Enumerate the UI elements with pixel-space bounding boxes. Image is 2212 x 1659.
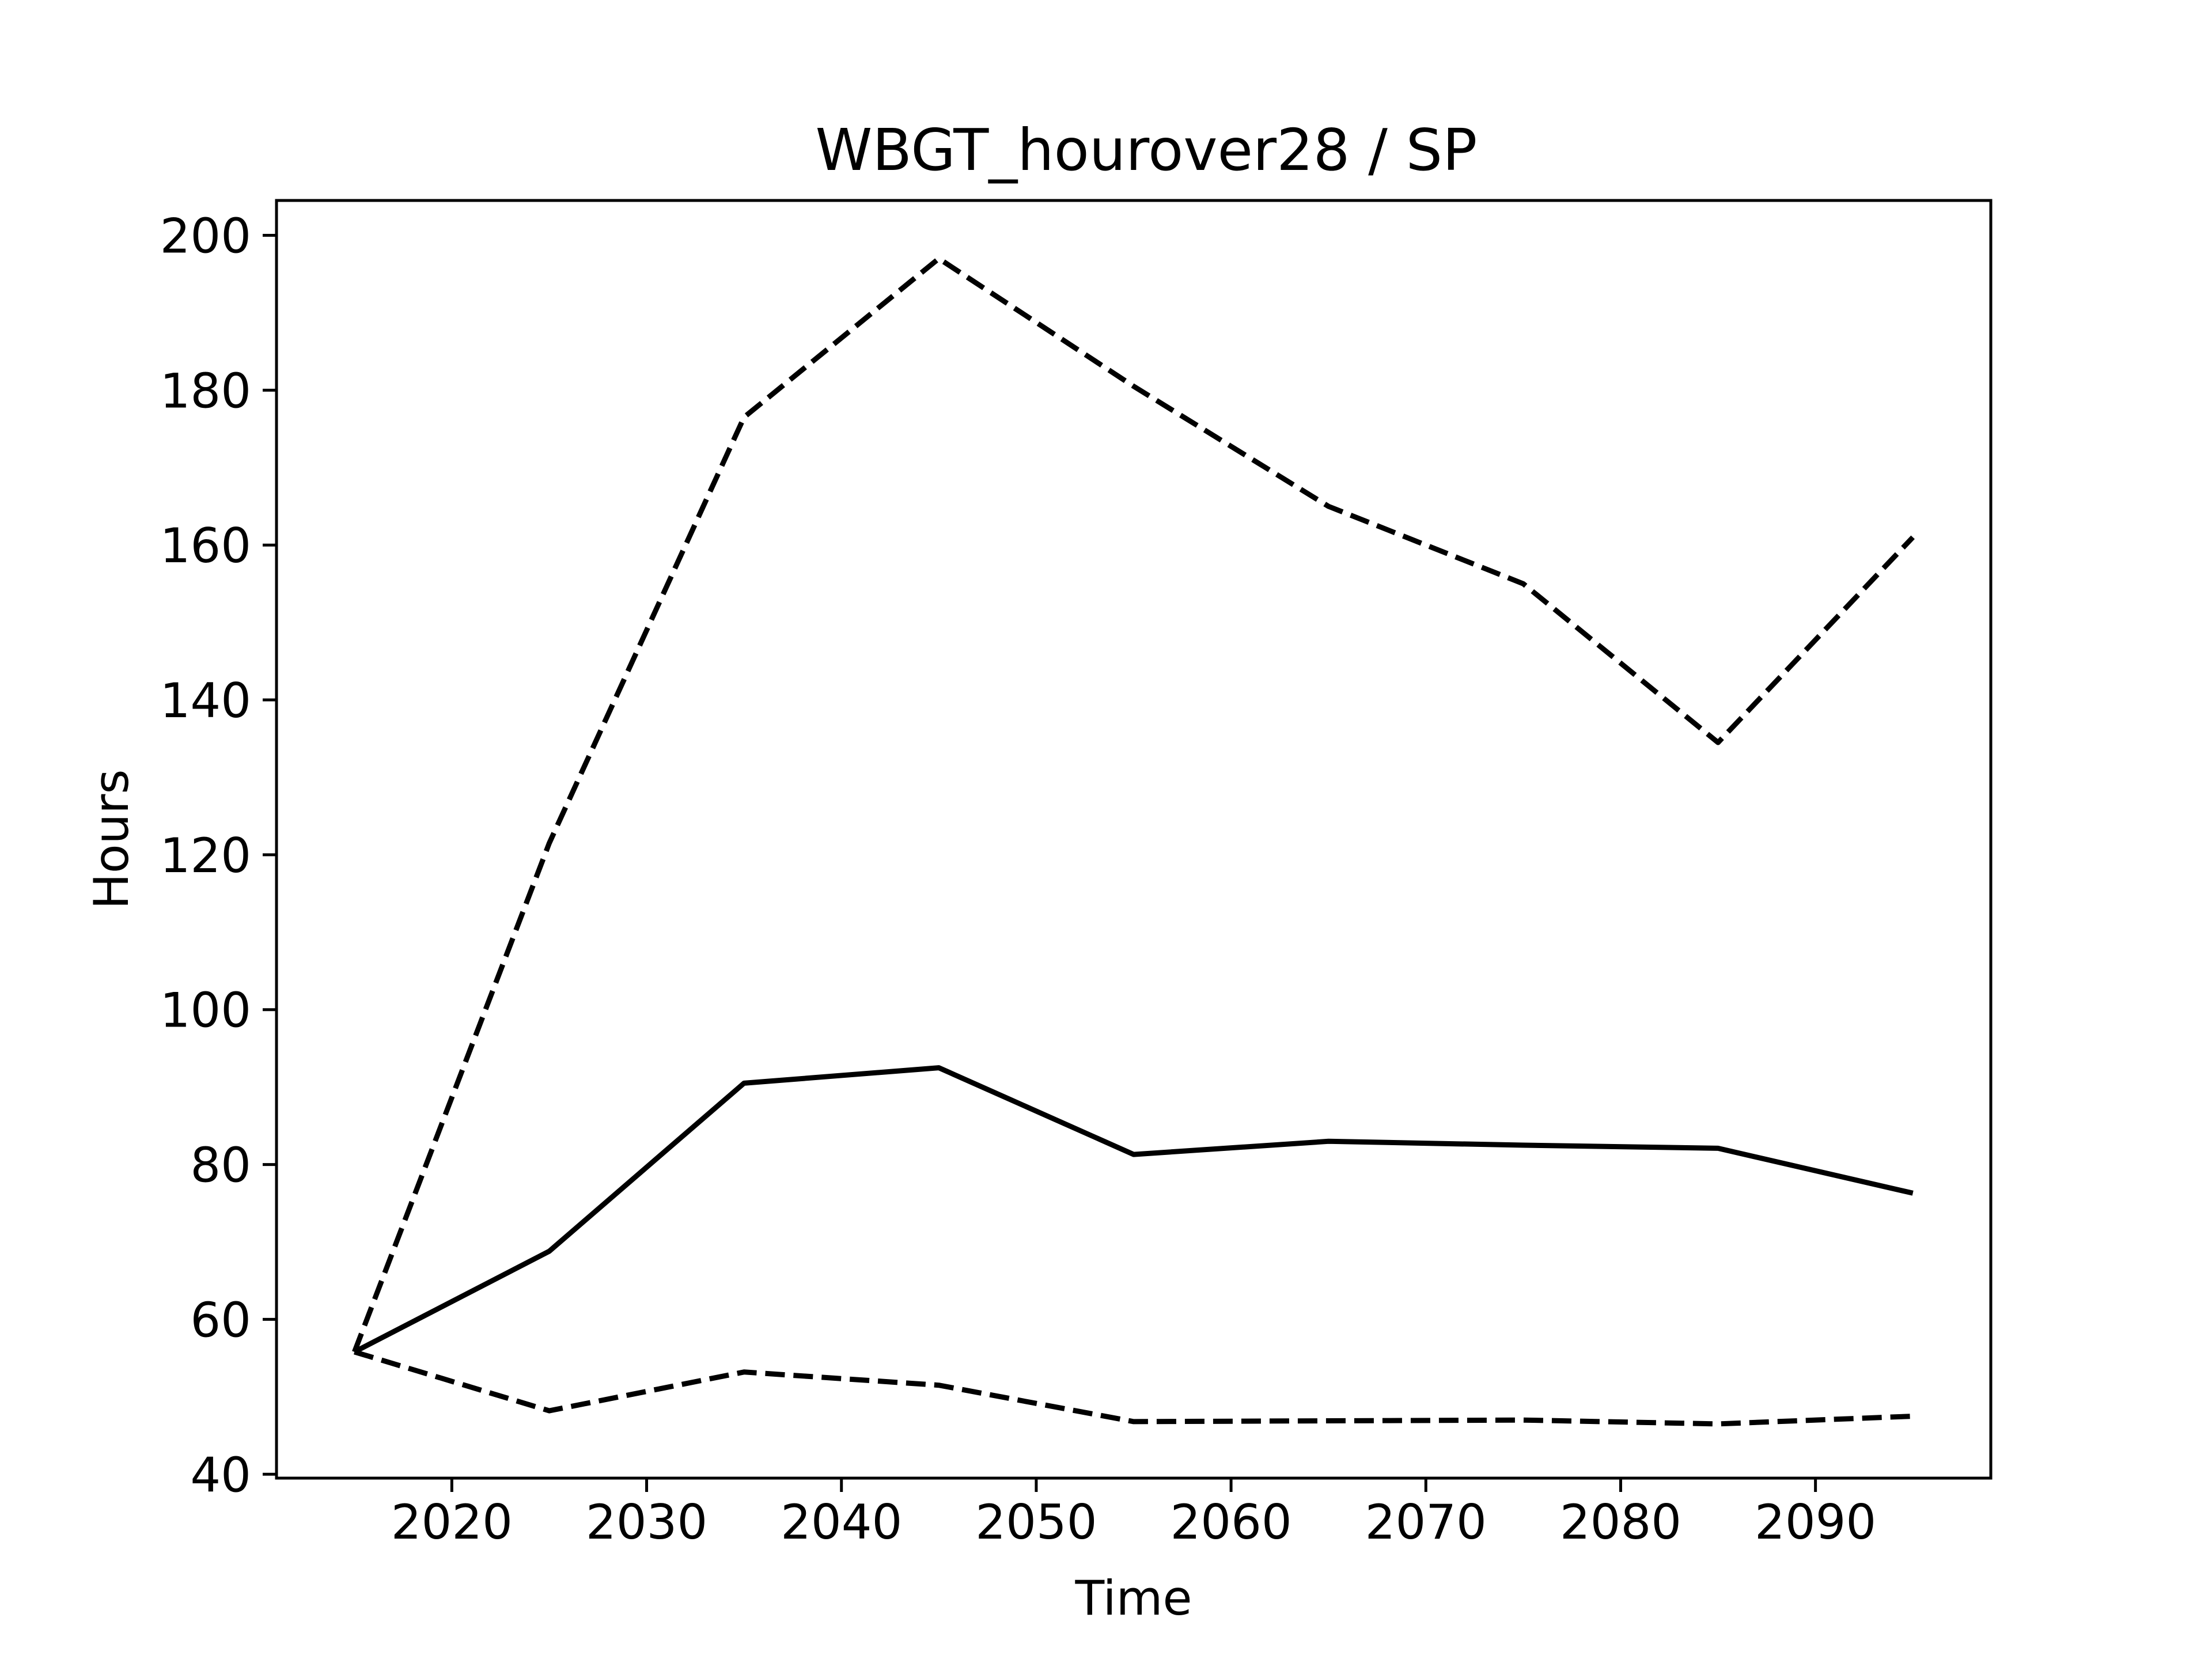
x-tick-label: 2060 — [1170, 1494, 1291, 1550]
x-tick-label: 2090 — [1755, 1494, 1876, 1550]
y-tick-label: 120 — [160, 828, 251, 884]
y-tick-label: 100 — [160, 983, 251, 1039]
series-layer — [352, 256, 1915, 1427]
y-tick-label: 80 — [190, 1138, 251, 1194]
y-tick-label: 200 — [160, 208, 251, 264]
y-axis-label: Hours — [84, 769, 139, 909]
x-axis: 2020 2030 2040 2050 2060 2070 2080 2090 — [391, 1478, 1876, 1550]
y-tick-label: 180 — [160, 363, 251, 419]
y-tick-label: 160 — [160, 518, 251, 574]
series-line-3-dashed — [353, 1349, 1913, 1427]
series-line-1-dashed — [352, 256, 1915, 1353]
x-tick-label: 2020 — [391, 1494, 513, 1550]
y-tick-label: 140 — [160, 673, 251, 729]
y-tick-label: 40 — [190, 1447, 251, 1503]
chart-title: WBGT_hourover28 / SP — [816, 116, 1478, 184]
y-axis: 40 60 80 100 120 140 160 180 200 — [160, 208, 276, 1503]
x-tick-label: 2070 — [1365, 1494, 1487, 1550]
x-axis-label: Time — [1074, 1570, 1192, 1626]
y-tick-label: 60 — [190, 1292, 251, 1348]
x-tick-label: 2080 — [1560, 1494, 1681, 1550]
series-line-2-solid — [353, 1065, 1914, 1354]
x-tick-label: 2050 — [975, 1494, 1097, 1550]
x-tick-label: 2030 — [586, 1494, 707, 1550]
plot-area-frame — [275, 199, 1993, 1480]
x-tick-label: 2040 — [781, 1494, 902, 1550]
